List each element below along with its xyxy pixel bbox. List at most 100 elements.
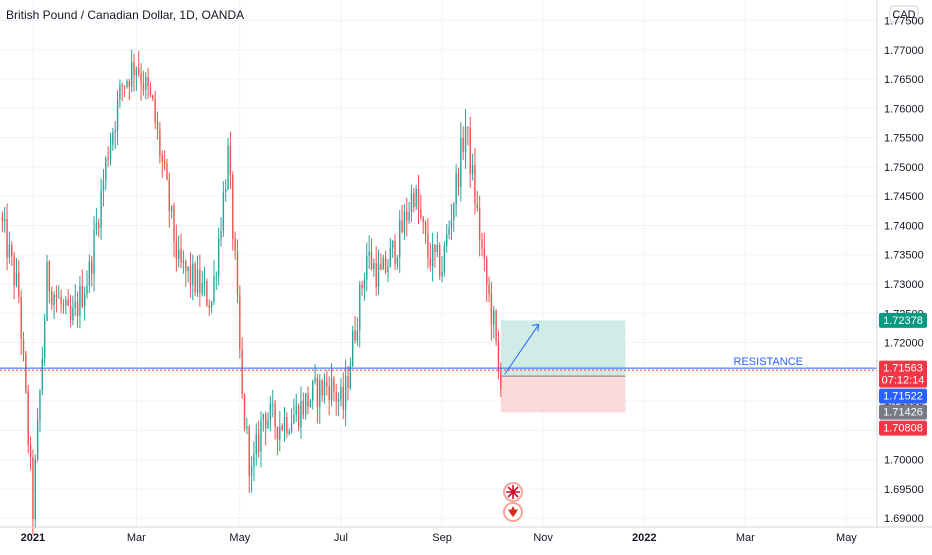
candle-body [72, 307, 74, 321]
candle-body [6, 218, 8, 258]
candle-body [274, 403, 276, 427]
candle-body [377, 263, 380, 287]
candle-body [422, 217, 424, 223]
candle-body [288, 431, 290, 434]
candle-body [116, 99, 119, 131]
candle-body [481, 239, 483, 249]
candle-body [60, 297, 62, 305]
candle-body [436, 245, 439, 253]
candle-body [133, 61, 135, 76]
candle-body [206, 281, 208, 306]
candle-body [41, 358, 44, 391]
symbol-title[interactable]: British Pound / Canadian Dollar, 1D, OAN… [6, 8, 245, 22]
projection-arrow[interactable] [504, 324, 540, 375]
stop-zone[interactable] [500, 376, 626, 413]
candle-body [194, 263, 196, 293]
currency-badge[interactable] [889, 5, 919, 23]
target-zone[interactable] [500, 320, 626, 377]
y-tick-label: 1.73000 [884, 279, 924, 291]
candle-body [257, 434, 260, 452]
candle-body [281, 426, 283, 430]
candle-body [443, 245, 446, 272]
candle-body [363, 279, 366, 289]
resistance-label[interactable]: RESISTANCE [734, 356, 803, 368]
candle-body [166, 163, 168, 180]
candle-body [295, 405, 297, 415]
candle-body [394, 240, 396, 265]
candle-body [98, 222, 100, 229]
x-tick-label: Mar [127, 532, 146, 544]
candle-body [476, 203, 479, 208]
candle-body [220, 231, 222, 239]
position-tool[interactable] [500, 320, 626, 413]
candle-body [283, 416, 286, 430]
candle-body [154, 98, 156, 123]
candle-body [215, 275, 218, 277]
candle-body [255, 434, 257, 455]
candle-body [236, 251, 239, 295]
candle-body [333, 378, 335, 393]
candle-body [446, 234, 448, 246]
candle-body [424, 222, 427, 234]
candle-body [415, 188, 417, 207]
candle-body [248, 426, 250, 476]
candle-body [401, 220, 403, 233]
candle-body [474, 165, 476, 204]
candle-body [490, 293, 493, 325]
candle-body [485, 258, 488, 285]
candle-body [11, 244, 13, 256]
candle-body [335, 392, 337, 402]
candle-body [81, 285, 83, 307]
candle-body [264, 414, 267, 429]
candle-body [307, 393, 309, 407]
candle-body [159, 129, 161, 156]
candle-body [29, 444, 32, 458]
candle-body [457, 172, 460, 188]
candle-body [234, 238, 236, 252]
candle-body [67, 299, 69, 307]
candle-body [246, 426, 248, 429]
candle-body [222, 192, 225, 232]
candle-body [312, 381, 314, 401]
candle-body [180, 249, 182, 263]
candle-body [20, 296, 22, 340]
y-tick-label: 1.75500 [884, 133, 924, 145]
candle-body [448, 227, 450, 235]
candle-body [18, 272, 20, 297]
candle-body [48, 262, 51, 292]
candle-body [100, 190, 102, 229]
candle-body [344, 376, 347, 410]
candle-body [330, 378, 333, 400]
candle-body [356, 330, 359, 341]
candle-body [239, 294, 241, 350]
candle-body [201, 282, 203, 294]
candle-body [493, 310, 495, 325]
x-tick-label: May [229, 532, 250, 544]
candle-body [121, 85, 123, 87]
candle-body [467, 126, 469, 129]
candle-body [105, 158, 107, 181]
price-badge-label: 1.72378 [883, 315, 923, 327]
candle-body [22, 339, 25, 354]
price-badge [879, 312, 927, 328]
candle-body [262, 414, 265, 420]
candle-body [83, 294, 86, 307]
y-tick-label: 1.76000 [884, 103, 924, 115]
x-tick-label: Nov [533, 532, 553, 544]
candle-body [241, 349, 243, 395]
candle-body [373, 262, 375, 269]
candle-body [152, 95, 154, 99]
candle-body [337, 399, 340, 402]
price-axis[interactable]: CAD [0, 0, 932, 528]
candle-body [260, 419, 262, 452]
candle-body [93, 230, 95, 275]
economic-events[interactable] [503, 482, 523, 522]
candle-body [74, 301, 76, 308]
x-tick-label: 2021 [21, 532, 45, 544]
candle-body [396, 257, 399, 265]
x-tick-labels: 2021 Mar May Jul Sep Nov 2022 Mar May [21, 532, 858, 544]
candle-body [387, 267, 389, 273]
candle-body [297, 405, 300, 428]
candle-body [142, 83, 145, 91]
